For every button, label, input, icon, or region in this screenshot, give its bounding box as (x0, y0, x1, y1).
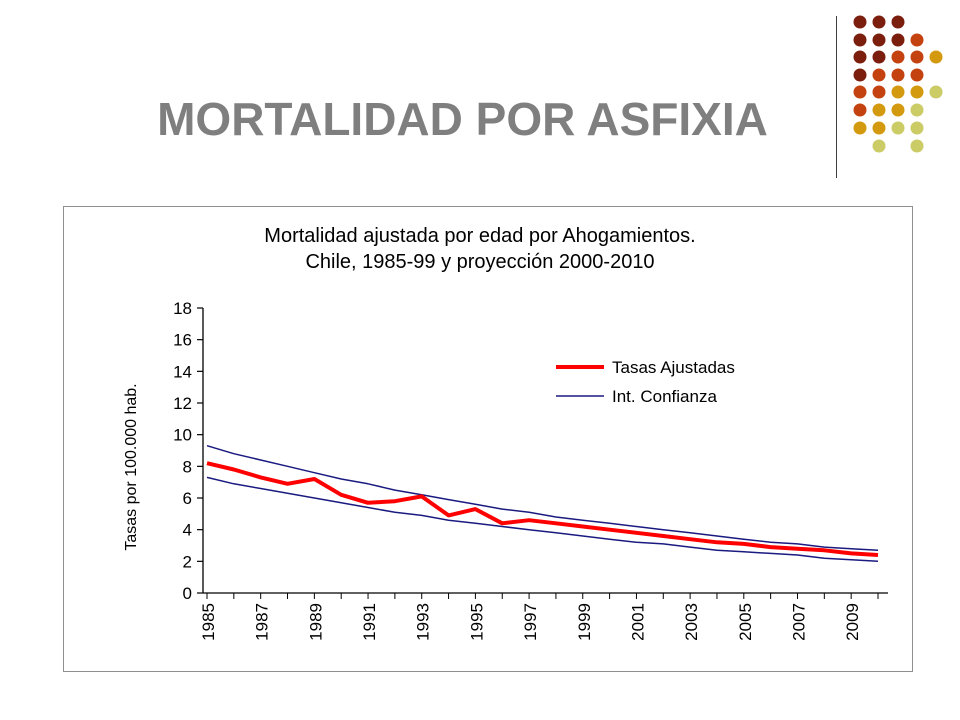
series-line-int-confianza-1 (206, 444, 879, 552)
x-tick-label: 1987 (253, 603, 272, 641)
decorative-dot (891, 50, 905, 64)
x-tick-label: 1989 (306, 603, 325, 641)
x-tick-label: 2005 (736, 603, 755, 641)
x-tick-label: 2007 (789, 603, 808, 641)
y-tick-label: 8 (183, 457, 192, 476)
line-chart: Mortalidad ajustada por edad por Ahogami… (123, 225, 888, 641)
chart-frame: Mortalidad ajustada por edad por Ahogami… (63, 206, 913, 672)
decorative-dot (891, 15, 905, 29)
decorative-dot (872, 33, 886, 47)
y-tick-label: 4 (183, 521, 192, 540)
x-tick-label: 1995 (467, 603, 486, 641)
slide-title: MORTALIDAD POR ASFIXIA (157, 93, 768, 145)
decorative-dot (891, 68, 905, 82)
x-tick-label: 1999 (575, 603, 594, 641)
y-axis-label: Tasas por 100.000 hab. (123, 383, 140, 550)
x-tick-label: 1997 (521, 603, 540, 641)
decorative-dot (872, 50, 886, 64)
y-tick-label: 14 (173, 362, 192, 381)
y-tick-label: 16 (173, 331, 192, 350)
y-tick-label: 0 (183, 584, 192, 603)
decorative-dot (929, 85, 943, 99)
chart-title-line2: Chile, 1985-99 y proyección 2000-2010 (305, 251, 654, 273)
decorative-dot (853, 33, 867, 47)
decorative-dot (872, 68, 886, 82)
decorative-dot (853, 50, 867, 64)
decorative-dot (872, 15, 886, 29)
decorative-dot (910, 68, 924, 82)
x-tick-label: 1991 (360, 603, 379, 641)
chart-title-line1: Mortalidad ajustada por edad por Ahogami… (264, 225, 695, 247)
legend-label: Tasas Ajustadas (612, 358, 735, 377)
y-tick-label: 2 (183, 552, 192, 571)
series-layer (206, 444, 879, 563)
x-tick-label: 2001 (628, 603, 647, 641)
decorative-dot (910, 50, 924, 64)
x-tick-label: 1993 (414, 603, 433, 641)
decorative-dot (910, 33, 924, 47)
decorative-dot (853, 68, 867, 82)
x-tick-label: 2009 (843, 603, 862, 641)
y-tick-label: 18 (173, 299, 192, 318)
x-tick-label: 1985 (199, 603, 218, 641)
series-line-int-confianza-2 (206, 476, 879, 563)
series-line-tasas-ajustadas (206, 461, 879, 557)
y-tick-label: 12 (173, 394, 192, 413)
legend-label: Int. Confianza (612, 387, 717, 406)
chart-axes: 0 2 4 6 8 10 12 14 16 18 1985 1987 1989 1991 1993 1995 1… (173, 299, 888, 641)
y-tick-label: 6 (183, 489, 192, 508)
decorative-dot (929, 50, 943, 64)
decorative-dot (853, 15, 867, 29)
x-tick-label: 2003 (682, 603, 701, 641)
y-tick-label: 10 (173, 426, 192, 445)
chart-legend: Tasas Ajustadas Int. Confianza (556, 358, 735, 406)
divider-line (836, 16, 837, 178)
decorative-dot (891, 33, 905, 47)
